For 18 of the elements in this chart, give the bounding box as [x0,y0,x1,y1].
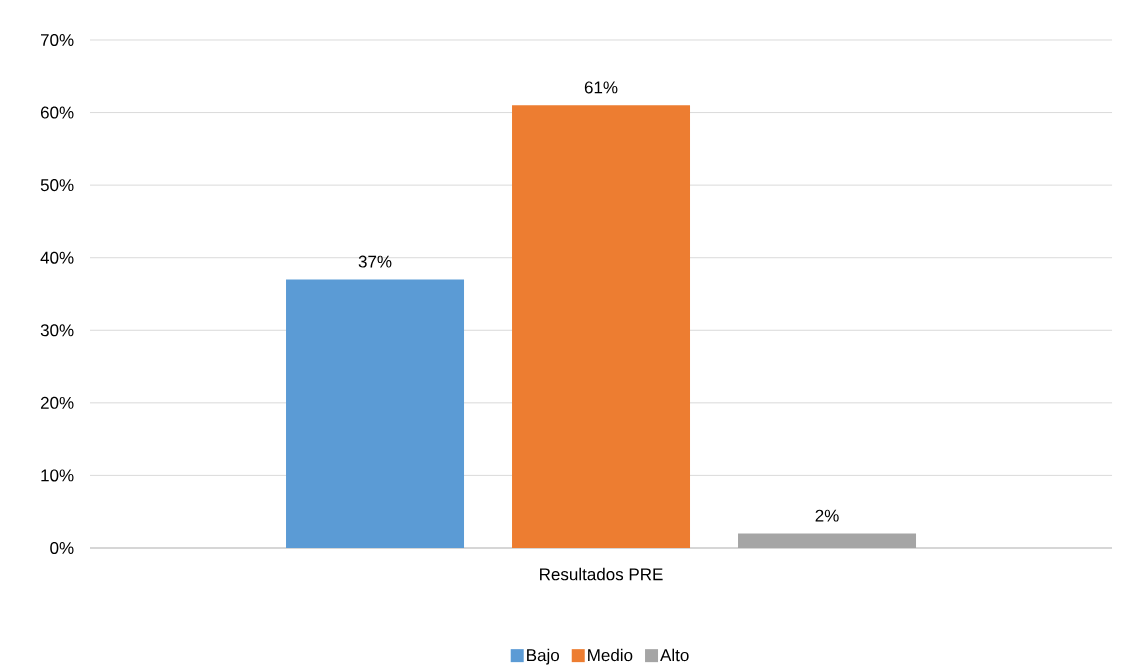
y-tick-label: 40% [40,251,74,264]
data-label: 37% [358,255,392,268]
bar [512,105,691,549]
y-tick-label: 50% [40,179,74,192]
x-tick-label: Resultados PRE [540,568,663,581]
bar [286,279,465,549]
data-label: 2% [815,509,839,522]
y-tick-label: 10% [41,469,74,482]
y-tick-label: 60% [40,106,74,119]
data-label: 61% [584,81,618,94]
y-tick-label: 70% [40,34,74,47]
y-tick-label: 0% [50,542,74,555]
bar [738,533,917,549]
legend-label: Bajo [527,648,560,665]
legend-label: Medio [588,648,633,662]
legend-label: Alto [660,648,689,662]
y-tick-label: 20% [40,397,74,410]
y-tick-label: 30% [40,324,74,337]
